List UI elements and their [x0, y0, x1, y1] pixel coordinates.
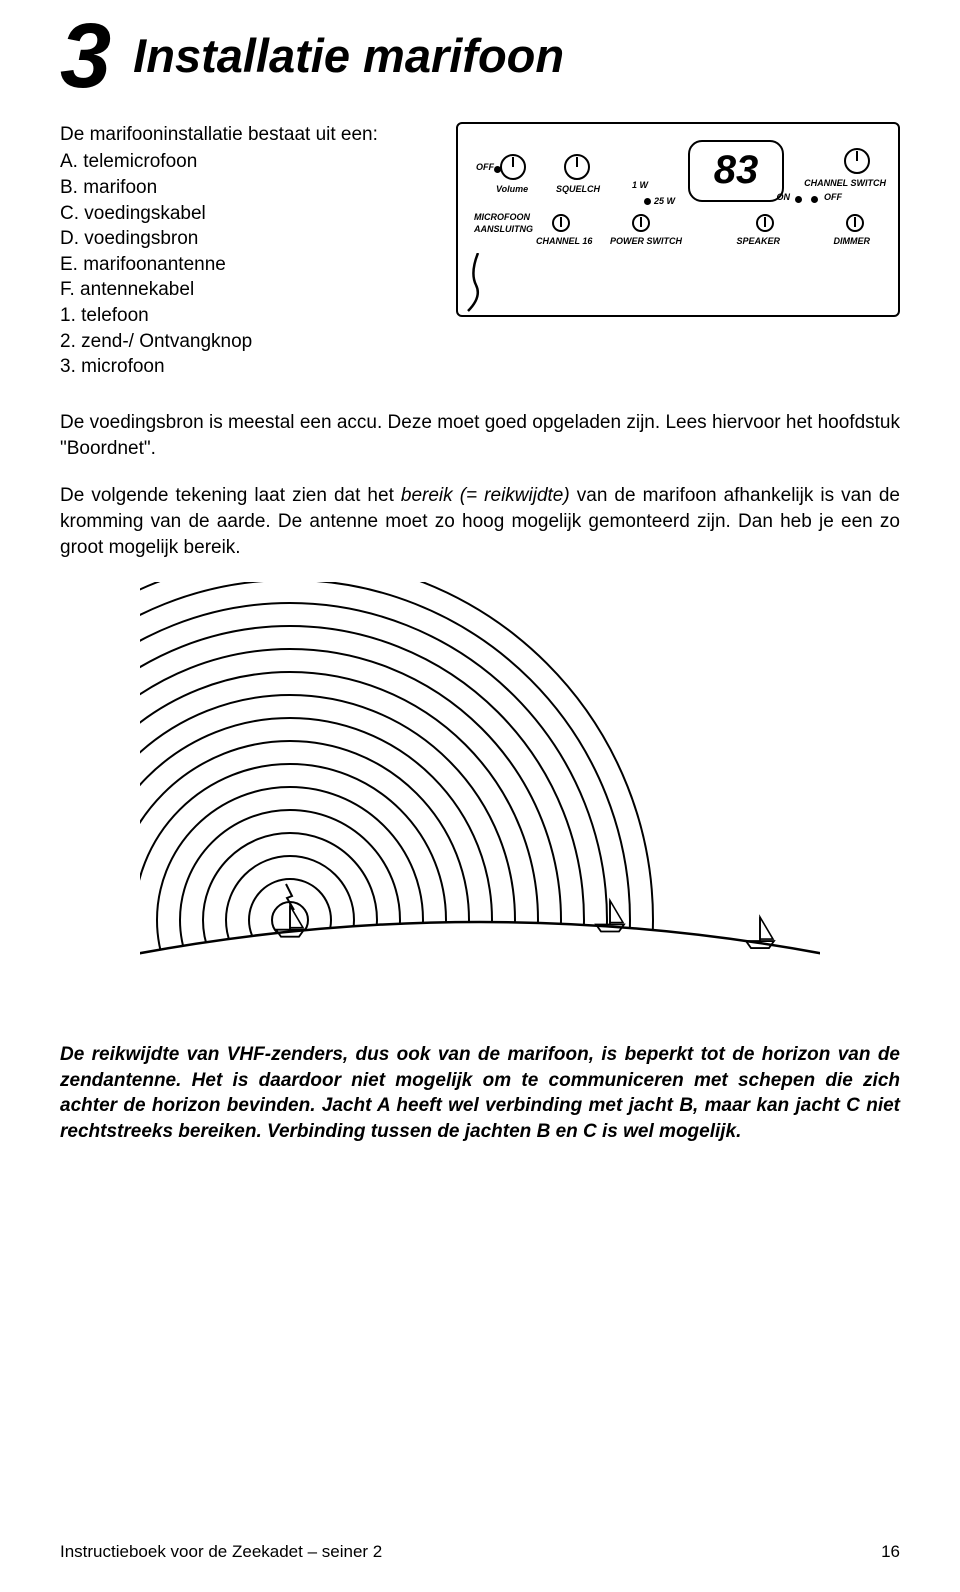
- component-item: 1. telefoon: [60, 303, 430, 329]
- dimmer-knob-icon: [846, 214, 864, 232]
- footer-left: Instructieboek voor de Zeekadet – seiner…: [60, 1542, 382, 1562]
- off-dot-icon: [494, 166, 501, 173]
- squelch-knob-icon: [564, 154, 590, 180]
- w1-label: 1 W: [632, 180, 648, 190]
- channel-display: 83: [688, 140, 784, 202]
- para2-pre: De volgende tekening laat zien dat het: [60, 485, 401, 506]
- range-diagram: [140, 582, 820, 1012]
- component-item: F. antennekabel: [60, 277, 430, 303]
- off-label: OFF: [476, 162, 494, 172]
- off2-label: OFF: [824, 192, 842, 202]
- component-item: D. voedingsbron: [60, 226, 430, 252]
- component-list: De marifooninstallatie bestaat uit een: …: [60, 122, 430, 380]
- channel-switch-knob-icon: [844, 148, 870, 174]
- component-item: C. voedingskabel: [60, 201, 430, 227]
- speaker-knob-icon: [756, 214, 774, 232]
- range-diagram-wrap: [60, 582, 900, 1012]
- microfoon-label-2: AANSLUITNG: [474, 224, 533, 234]
- chapter-number: 3: [60, 20, 109, 94]
- component-item: A. telemicrofoon: [60, 149, 430, 175]
- para2-em: bereik (= reikwijdte): [401, 485, 570, 506]
- on-dot-icon: [795, 196, 802, 203]
- top-columns: De marifooninstallatie bestaat uit een: …: [60, 122, 900, 380]
- intro-text: De marifooninstallatie bestaat uit een:: [60, 122, 430, 148]
- paragraph-reikwijdte: De reikwijdte van VHF-zenders, dus ook v…: [60, 1042, 900, 1145]
- channel16-label: CHANNEL 16: [536, 236, 592, 246]
- squelch-label: SQUELCH: [556, 184, 600, 194]
- channel16-knob-icon: [552, 214, 570, 232]
- on-label: ON: [777, 192, 791, 202]
- mic-cable-icon: [460, 253, 490, 313]
- component-item: B. marifoon: [60, 175, 430, 201]
- off-dot2-icon: [811, 196, 818, 203]
- w25-dot-icon: [644, 198, 651, 205]
- component-item: 2. zend-/ Ontvangknop: [60, 329, 430, 355]
- chapter-title: Installatie marifoon: [133, 28, 564, 83]
- speaker-label: SPEAKER: [736, 236, 780, 246]
- paragraph-bereik: De volgende tekening laat zien dat het b…: [60, 483, 900, 560]
- dimmer-label: DIMMER: [834, 236, 871, 246]
- paragraph-voedingsbron: De voedingsbron is meestal een accu. Dez…: [60, 410, 900, 461]
- footer-page: 16: [881, 1542, 900, 1562]
- w25-label: 25 W: [654, 196, 675, 206]
- marifoon-diagram: OFF Volume SQUELCH 1 W 25 W 83 ON OFF CH…: [456, 122, 900, 317]
- power-switch-label: POWER SWITCH: [610, 236, 682, 246]
- component-item: E. marifoonantenne: [60, 252, 430, 278]
- component-item: 3. microfoon: [60, 354, 430, 380]
- volume-knob-icon: [500, 154, 526, 180]
- microfoon-label-1: MICROFOON: [474, 212, 530, 222]
- power-switch-knob-icon: [632, 214, 650, 232]
- page-footer: Instructieboek voor de Zeekadet – seiner…: [60, 1542, 900, 1562]
- volume-label: Volume: [496, 184, 528, 194]
- channel-switch-label: CHANNEL SWITCH: [804, 178, 886, 188]
- chapter-heading: 3 Installatie marifoon: [60, 20, 900, 94]
